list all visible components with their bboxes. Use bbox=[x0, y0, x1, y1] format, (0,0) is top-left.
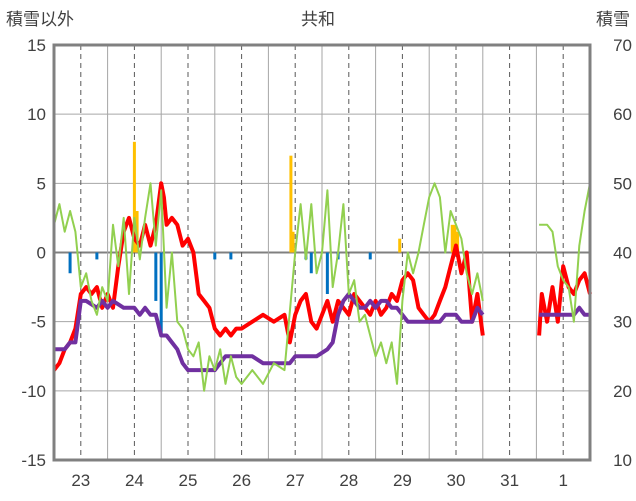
y-tick-right: 20 bbox=[613, 382, 632, 401]
x-tick-label: 27 bbox=[286, 471, 305, 490]
precipitation-bar bbox=[68, 252, 72, 274]
x-tick-label: 25 bbox=[179, 471, 198, 490]
y-tick-right: 10 bbox=[613, 451, 632, 470]
y-tick-right: 70 bbox=[613, 36, 632, 55]
y-tick-left: 0 bbox=[37, 244, 46, 263]
y-tick-right: 40 bbox=[613, 244, 632, 263]
grid-lines bbox=[54, 45, 590, 460]
precipitation-bar bbox=[309, 252, 313, 274]
y-tick-left: 15 bbox=[27, 36, 46, 55]
precipitation-bar bbox=[159, 252, 163, 336]
line-series bbox=[52, 181, 592, 392]
snow_depth-line bbox=[54, 292, 485, 373]
left-axis-title: 積雪以外 bbox=[6, 10, 74, 30]
x-tick-label: 29 bbox=[393, 471, 412, 490]
temperature-line bbox=[52, 181, 485, 372]
y-tick-left: -5 bbox=[31, 313, 46, 332]
y-tick-left: -10 bbox=[21, 382, 46, 401]
snowfall-bar bbox=[291, 231, 295, 253]
precipitation-bar bbox=[213, 252, 217, 260]
y-tick-right: 50 bbox=[613, 174, 632, 193]
precipitation-bar bbox=[95, 252, 99, 260]
x-tick-label: 31 bbox=[500, 471, 519, 490]
temperature-line bbox=[537, 264, 592, 336]
precipitation-bar bbox=[229, 252, 233, 260]
x-tick-label: 28 bbox=[339, 471, 358, 490]
y-tick-right: 60 bbox=[613, 105, 632, 124]
daylight-line bbox=[539, 183, 591, 323]
x-tick-label: 23 bbox=[71, 471, 90, 490]
y-tick-left: 5 bbox=[37, 174, 46, 193]
snowfall-bar bbox=[450, 224, 454, 253]
x-tick-label: 30 bbox=[447, 471, 466, 490]
right-axis-title: 積雪 bbox=[596, 10, 630, 30]
precipitation-bar bbox=[154, 252, 158, 301]
plot-frame bbox=[52, 43, 592, 462]
y-tick-left: 10 bbox=[27, 105, 46, 124]
snowfall-bar bbox=[456, 231, 460, 253]
x-tick-label: 26 bbox=[232, 471, 251, 490]
daylight-line bbox=[53, 182, 484, 392]
snowfall-bar bbox=[289, 155, 293, 253]
y-tick-left: -15 bbox=[21, 451, 46, 470]
snowfall-bar bbox=[453, 224, 457, 253]
snowfall-bar bbox=[132, 141, 136, 253]
chart-title: 共和 bbox=[301, 10, 335, 30]
precipitation-bar bbox=[325, 252, 329, 294]
y-tick-right: 30 bbox=[613, 313, 632, 332]
x-tick-label: 24 bbox=[125, 471, 144, 490]
snowfall-bar bbox=[398, 238, 402, 253]
x-tick-label: 1 bbox=[558, 471, 567, 490]
precipitation-bar bbox=[368, 252, 372, 260]
tick-labels: 15 70 10 60 5 50 0 40 -5 30 -10 20 -15 10 23 24 25 26 27 28… bbox=[21, 36, 632, 490]
